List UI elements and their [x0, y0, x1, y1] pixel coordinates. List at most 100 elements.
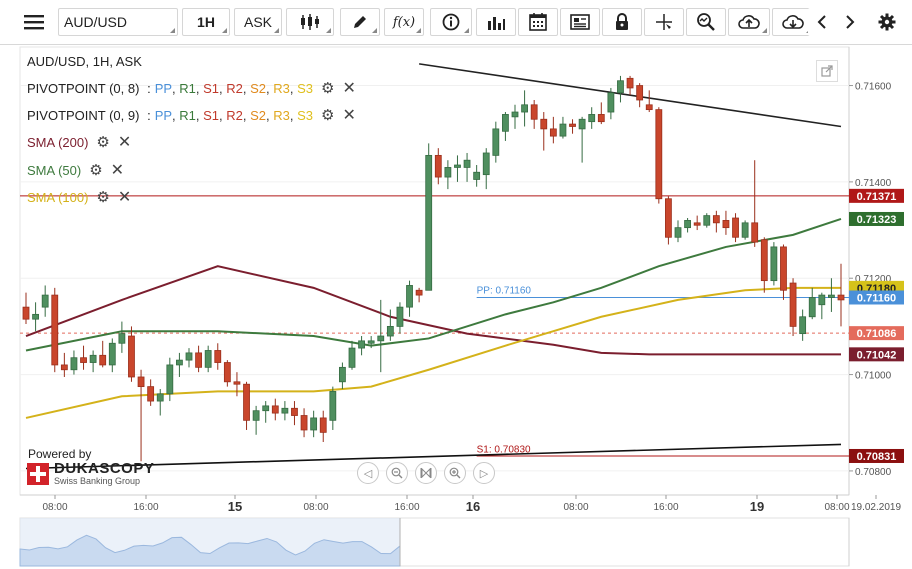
scroll-left-button[interactable] [808, 8, 836, 36]
menu-button[interactable] [12, 8, 56, 36]
reset-button[interactable] [415, 462, 437, 484]
level-annotation: S1: 0.70830 [477, 444, 531, 455]
price-tag-bg [849, 347, 904, 362]
fx-label: f(x) [392, 14, 416, 30]
sma200-line [25, 265, 841, 356]
candle-body [108, 342, 116, 366]
candle-body [291, 407, 298, 416]
calendar-icon [529, 13, 547, 31]
dropdown-corner-icon [326, 28, 331, 33]
candle-body [166, 364, 174, 395]
upload-button[interactable] [728, 8, 770, 36]
candle-body [425, 154, 433, 291]
dropdown-corner-icon [762, 28, 767, 33]
gear-icon[interactable]: ⚙ [96, 189, 110, 206]
dropdown-corner-icon [274, 28, 279, 33]
price-tag-label: 0.70831 [857, 451, 897, 463]
candle-body [799, 316, 807, 335]
candle-body [732, 217, 739, 238]
legend-pivot1: PIVOTPOINT (0, 8) : PP, R1, S1, R2, S2, … [27, 80, 356, 97]
candle-body [147, 386, 155, 402]
legend-sma100: SMA (100) ⚙ ✕ [27, 189, 131, 207]
info-button[interactable] [430, 8, 472, 36]
candle-body [837, 294, 845, 301]
candle-body [51, 294, 59, 366]
crosshair-button[interactable] [644, 8, 684, 36]
y-tick-label: 0.71200 [855, 274, 892, 285]
candle-body [511, 111, 519, 118]
candle-body [367, 340, 375, 344]
level-lines: PP: 0.71160 S1: 0.70830 [20, 195, 849, 457]
candle-body [492, 128, 500, 156]
expand-icon [821, 65, 833, 77]
candle-body [195, 352, 202, 368]
price-tag-label: 0.71086 [857, 328, 897, 340]
scroll-forward-button[interactable]: ▷ [473, 462, 495, 484]
candle-body [549, 128, 557, 137]
gear-icon[interactable]: ⚙ [89, 162, 103, 179]
candle-body [262, 405, 270, 412]
candle-body [693, 222, 701, 226]
x-tick-label: 19 [750, 499, 764, 514]
news-button[interactable] [560, 8, 600, 36]
close-icon[interactable]: ✕ [342, 80, 356, 97]
zoom-icon [697, 13, 715, 31]
candle-body [569, 123, 576, 127]
zoom-in-button[interactable] [444, 462, 466, 484]
navigator-series [19, 534, 401, 567]
chart-title: AUD/USD, 1H, ASK [27, 53, 142, 71]
calendar-button[interactable] [518, 8, 558, 36]
timeframe-selector[interactable]: 1H [182, 8, 230, 36]
candle-body [300, 415, 308, 431]
candle-body [223, 362, 231, 383]
side-selector[interactable]: ASK [234, 8, 282, 36]
candle-body [214, 350, 222, 363]
lock-button[interactable] [602, 8, 642, 36]
candle-body [760, 239, 768, 282]
symbol-selector[interactable]: AUD/USD [58, 8, 178, 36]
drawing-tool-button[interactable] [340, 8, 380, 36]
close-icon[interactable]: ✕ [117, 134, 132, 151]
gear-icon[interactable]: ⚙ [321, 80, 335, 97]
close-icon[interactable]: ✕ [110, 162, 125, 179]
dropdown-corner-icon [464, 28, 469, 33]
indicator-button[interactable]: f(x) [384, 8, 424, 36]
volume-button[interactable] [476, 8, 516, 36]
scroll-right-button[interactable] [836, 8, 864, 36]
expand-button[interactable] [816, 60, 838, 82]
pivot-r3-label: R3 [273, 108, 290, 123]
candle-body [588, 114, 596, 123]
candle-body [808, 297, 816, 318]
gear-icon[interactable]: ⚙ [96, 134, 110, 151]
candle-body [329, 391, 337, 421]
zoom-out-button[interactable] [386, 462, 408, 484]
candle-body [684, 220, 691, 229]
close-icon[interactable]: ✕ [342, 107, 356, 124]
pivot-s1-label: S1 [203, 108, 220, 123]
settings-button[interactable] [872, 8, 902, 36]
candle-body [137, 376, 145, 388]
candle-body [617, 80, 624, 94]
pivot-r2-label: R2 [226, 81, 243, 96]
candle-body [204, 350, 212, 368]
y-tick-label: 0.71400 [855, 178, 892, 189]
close-icon[interactable]: ✕ [117, 189, 132, 206]
gear-icon[interactable]: ⚙ [321, 107, 335, 124]
candle-body [80, 357, 87, 363]
zoom-button[interactable] [686, 8, 726, 36]
navigator[interactable] [19, 517, 850, 567]
legend-sma200: SMA (200) ⚙ ✕ [27, 134, 131, 152]
pivot-r1-label: R1 [179, 108, 196, 123]
price-tag-label: 0.71160 [857, 292, 896, 304]
candle-body [406, 285, 413, 308]
scroll-back-button[interactable]: ◁ [357, 462, 379, 484]
candle-body [674, 227, 682, 238]
pivot-s3-label: S3 [297, 108, 314, 123]
candle-body [712, 215, 720, 224]
price-tag: 0.70831 [849, 448, 904, 463]
candle-body [607, 92, 615, 113]
chart-type-button[interactable] [286, 8, 334, 36]
price-tag: 0.71086 [849, 326, 904, 341]
legend-label: SMA (200) [27, 135, 89, 150]
